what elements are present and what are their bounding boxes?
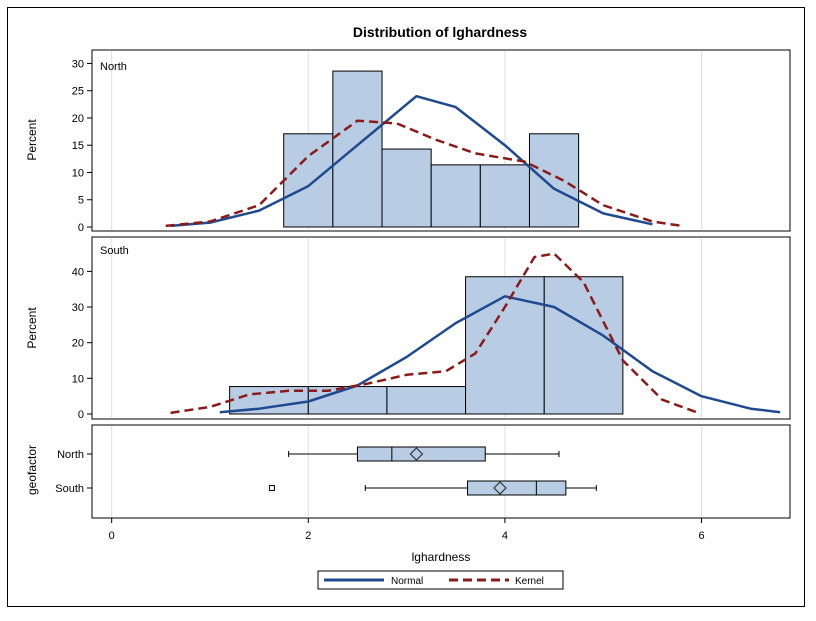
histogram-bar-4 bbox=[543, 276, 624, 415]
chart-frame bbox=[7, 7, 805, 607]
y-tick-label: 20 bbox=[72, 113, 84, 125]
panel-boxplot-frame bbox=[91, 424, 791, 519]
x-tick-label: 0 bbox=[109, 530, 115, 542]
box-mean-marker bbox=[493, 481, 507, 495]
x-tick-label: 6 bbox=[698, 530, 704, 542]
kernel-curve bbox=[170, 252, 698, 415]
box-group-label: North bbox=[57, 449, 84, 461]
panel-north-ylabel: Percent bbox=[25, 119, 39, 161]
y-tick-label: 0 bbox=[78, 409, 84, 421]
panel-south-label: South bbox=[100, 245, 129, 257]
y-tick-label: 25 bbox=[72, 86, 84, 98]
y-tick-label: 0 bbox=[78, 222, 84, 234]
histogram-bar-2 bbox=[386, 386, 467, 415]
chart-title: Distribution of lghardness bbox=[353, 24, 527, 40]
x-tick-label: 4 bbox=[502, 530, 508, 542]
panel-north-frame bbox=[91, 49, 791, 232]
y-tick-label: 10 bbox=[72, 167, 84, 179]
x-axis: lghardness 0 2 4 6 bbox=[109, 518, 705, 564]
histogram-bar-3 bbox=[430, 164, 481, 228]
panel-north: 0 5 10 15 20 25 30 North Percent bbox=[25, 49, 791, 234]
panel-south-ylabel: Percent bbox=[25, 307, 39, 349]
box-mean-marker bbox=[409, 447, 424, 461]
panel-north-label: North bbox=[100, 61, 127, 73]
histogram-bar-0 bbox=[283, 133, 334, 228]
y-tick-label: 30 bbox=[72, 302, 84, 314]
panel-boxplot: North South geofactor bbox=[25, 424, 791, 519]
legend-box bbox=[317, 570, 564, 590]
y-tick-label: 5 bbox=[78, 195, 84, 207]
panel-south: 0 10 20 30 40 South Percent bbox=[25, 236, 791, 421]
y-tick-label: 15 bbox=[72, 140, 84, 152]
box-south bbox=[467, 480, 567, 496]
histogram-bar-3 bbox=[465, 276, 545, 415]
x-tick-label: 2 bbox=[305, 530, 311, 542]
histogram-bar-4 bbox=[479, 164, 530, 228]
normal-curve bbox=[219, 295, 781, 414]
normal-curve bbox=[170, 94, 653, 228]
y-tick-label: 10 bbox=[72, 373, 84, 385]
histogram-bar-2 bbox=[381, 148, 432, 228]
legend: Normal Kernel bbox=[317, 570, 564, 590]
legend-normal-label: Normal bbox=[391, 576, 423, 587]
y-tick-label: 20 bbox=[72, 338, 84, 350]
y-tick-label: 40 bbox=[72, 266, 84, 278]
box-outlier bbox=[268, 485, 275, 491]
legend-kernel-label: Kernel bbox=[515, 576, 544, 587]
box-group-label: South bbox=[55, 483, 84, 495]
histogram-bar-1 bbox=[332, 70, 383, 228]
kernel-curve bbox=[165, 119, 683, 228]
x-axis-label: lghardness bbox=[412, 550, 471, 564]
histogram-bar-1 bbox=[307, 386, 388, 415]
y-tick-label: 30 bbox=[72, 58, 84, 70]
histogram-bar-5 bbox=[528, 133, 580, 228]
panel-south-frame bbox=[91, 236, 791, 420]
boxplot-ylabel: geofactor bbox=[25, 445, 39, 495]
